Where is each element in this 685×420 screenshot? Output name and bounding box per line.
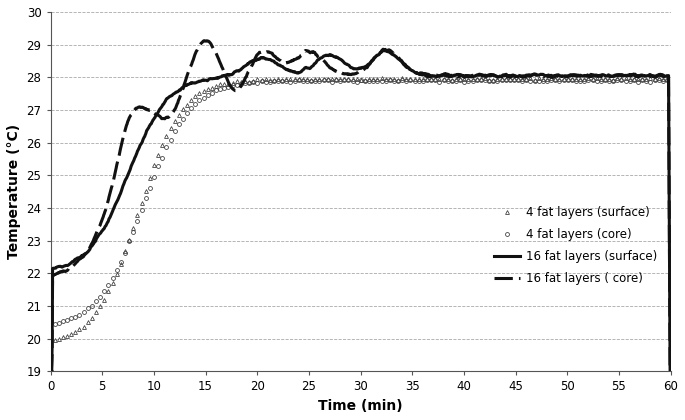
16 fat layers ( core) [47,369,55,374]
4 fat layers (core) [394,79,402,84]
4 fat layers (surface) [290,77,299,82]
16 fat layers ( core) [667,369,675,374]
4 fat layers (surface) [369,76,377,81]
4 fat layers (core) [440,77,448,82]
4 fat layers (surface) [473,76,481,81]
16 fat layers (surface) [47,369,55,374]
4 fat layers (core) [47,369,55,374]
4 fat layers (core) [249,80,258,85]
16 fat layers ( core) [151,111,159,116]
16 fat layers (surface) [379,48,387,53]
16 fat layers ( core) [386,48,394,53]
4 fat layers (surface) [534,75,543,80]
16 fat layers (surface) [386,50,394,55]
16 fat layers ( core) [316,55,324,60]
Line: 4 fat layers (core): 4 fat layers (core) [49,78,669,373]
4 fat layers (surface) [560,76,568,81]
4 fat layers (surface) [47,369,55,374]
16 fat layers (surface) [256,57,264,62]
16 fat layers (surface) [667,369,675,374]
4 fat layers (core) [663,78,671,83]
16 fat layers (surface) [372,53,380,58]
16 fat layers (surface) [151,115,159,120]
4 fat layers (core) [477,77,485,82]
Line: 16 fat layers (surface): 16 fat layers (surface) [51,50,671,371]
4 fat layers (core) [369,79,377,84]
4 fat layers (surface) [663,76,671,81]
4 fat layers (surface) [249,78,258,83]
4 fat layers (surface) [394,77,402,82]
Legend: 4 fat layers (surface), 4 fat layers (core), 16 fat layers (surface), 16 fat lay: 4 fat layers (surface), 4 fat layers (co… [489,202,662,290]
16 fat layers ( core) [129,109,137,114]
4 fat layers (core) [290,79,299,84]
16 fat layers (surface) [129,160,137,165]
4 fat layers (core) [560,78,568,83]
Y-axis label: Temperature (°C): Temperature (°C) [7,124,21,259]
16 fat layers ( core) [256,50,264,55]
16 fat layers ( core) [373,53,381,58]
16 fat layers (surface) [315,56,323,61]
Line: 4 fat layers (surface): 4 fat layers (surface) [49,76,669,373]
X-axis label: Time (min): Time (min) [319,399,403,413]
Line: 16 fat layers ( core): 16 fat layers ( core) [51,41,671,371]
16 fat layers ( core) [200,38,208,43]
